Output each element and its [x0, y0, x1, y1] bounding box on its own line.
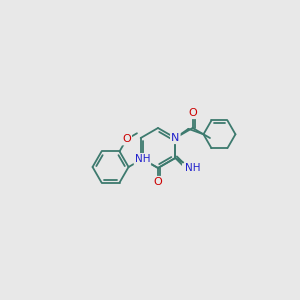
Text: S: S	[183, 164, 190, 174]
Text: N: N	[171, 133, 179, 143]
Text: NH: NH	[135, 154, 150, 164]
Text: O: O	[122, 134, 131, 144]
Text: O: O	[188, 108, 197, 118]
Text: NH: NH	[185, 163, 200, 173]
Text: O: O	[154, 177, 162, 187]
